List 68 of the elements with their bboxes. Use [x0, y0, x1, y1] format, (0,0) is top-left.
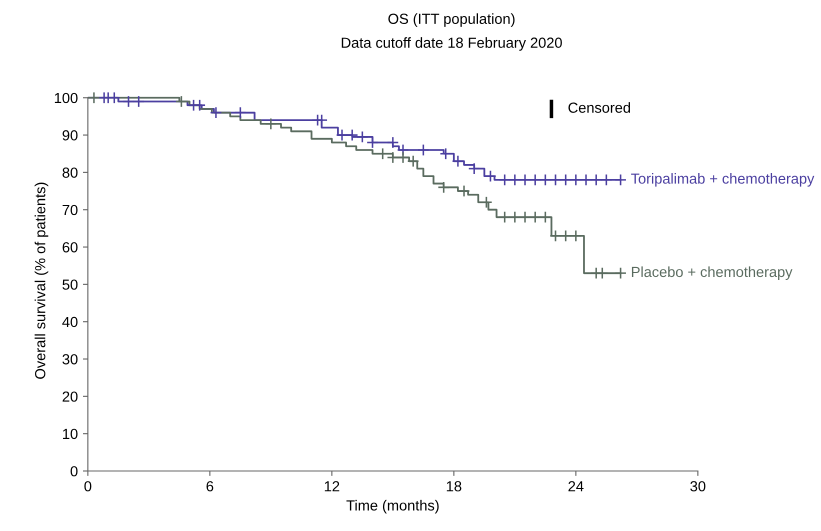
point: [560, 230, 572, 242]
point: [356, 130, 368, 144]
point: [580, 174, 592, 186]
point: [468, 162, 480, 175]
y-tick-label: 40: [62, 316, 78, 328]
point: [194, 99, 206, 112]
point: [508, 174, 521, 186]
point: [132, 95, 145, 108]
series-label: Placebo + chemotherapy: [632, 266, 792, 280]
point: [539, 174, 552, 186]
point: [458, 184, 470, 198]
point: [590, 174, 602, 186]
point: [438, 181, 450, 194]
x-tick-label: 12: [324, 481, 340, 492]
point: [560, 174, 572, 186]
x-tick-label: 0: [84, 481, 92, 492]
point: [518, 174, 532, 186]
point: [234, 106, 246, 119]
point: [539, 211, 552, 224]
point: [396, 151, 410, 164]
x-tick-label: 18: [446, 481, 462, 492]
point: [498, 174, 511, 186]
point: [484, 170, 497, 182]
point: [175, 95, 188, 108]
point: [417, 144, 430, 156]
point: [346, 128, 358, 142]
y-tick-label: 60: [62, 242, 78, 252]
point: [316, 114, 328, 126]
point: [508, 211, 521, 224]
y-tick-label: 90: [62, 130, 78, 140]
point: [264, 118, 277, 130]
point: [386, 136, 399, 149]
y-tick-label: 80: [62, 167, 78, 178]
y-tick-label: 100: [54, 92, 78, 104]
point: [366, 136, 379, 149]
x-tick-label: 24: [568, 481, 584, 492]
point: [614, 267, 627, 280]
series-label: Toripalimab + chemotherapy: [631, 173, 814, 187]
y-tick-label: 70: [62, 204, 78, 216]
y-tick-label: 0: [70, 466, 78, 476]
point: [518, 211, 532, 224]
point: [600, 174, 612, 186]
x-tick-label: 6: [206, 481, 214, 492]
point: [210, 106, 222, 119]
point: [529, 211, 542, 224]
y-axis-title: Overall survival (% of patients): [34, 182, 48, 379]
x-tick-label: 30: [690, 481, 706, 492]
x-axis-title: Time (months): [346, 500, 439, 514]
point: [570, 230, 582, 242]
y-tick-label: 50: [62, 279, 78, 290]
point: [529, 174, 542, 186]
y-tick-label: 20: [62, 391, 78, 402]
chart-title: OS (ITT population): [388, 13, 515, 27]
point: [122, 95, 135, 108]
point: [596, 267, 608, 280]
y-tick-label: 30: [62, 354, 78, 364]
point: [386, 151, 399, 164]
point: [336, 128, 348, 142]
point: [452, 155, 464, 168]
annotation: Censored: [568, 102, 630, 113]
point: [614, 174, 627, 186]
point: [549, 174, 562, 186]
point: [498, 211, 511, 224]
chart-subtitle: Data cutoff date 18 February 2020: [342, 37, 562, 51]
point: [570, 174, 582, 186]
y-tick-label: 10: [63, 428, 78, 440]
point: [407, 155, 420, 168]
point: [549, 230, 562, 242]
